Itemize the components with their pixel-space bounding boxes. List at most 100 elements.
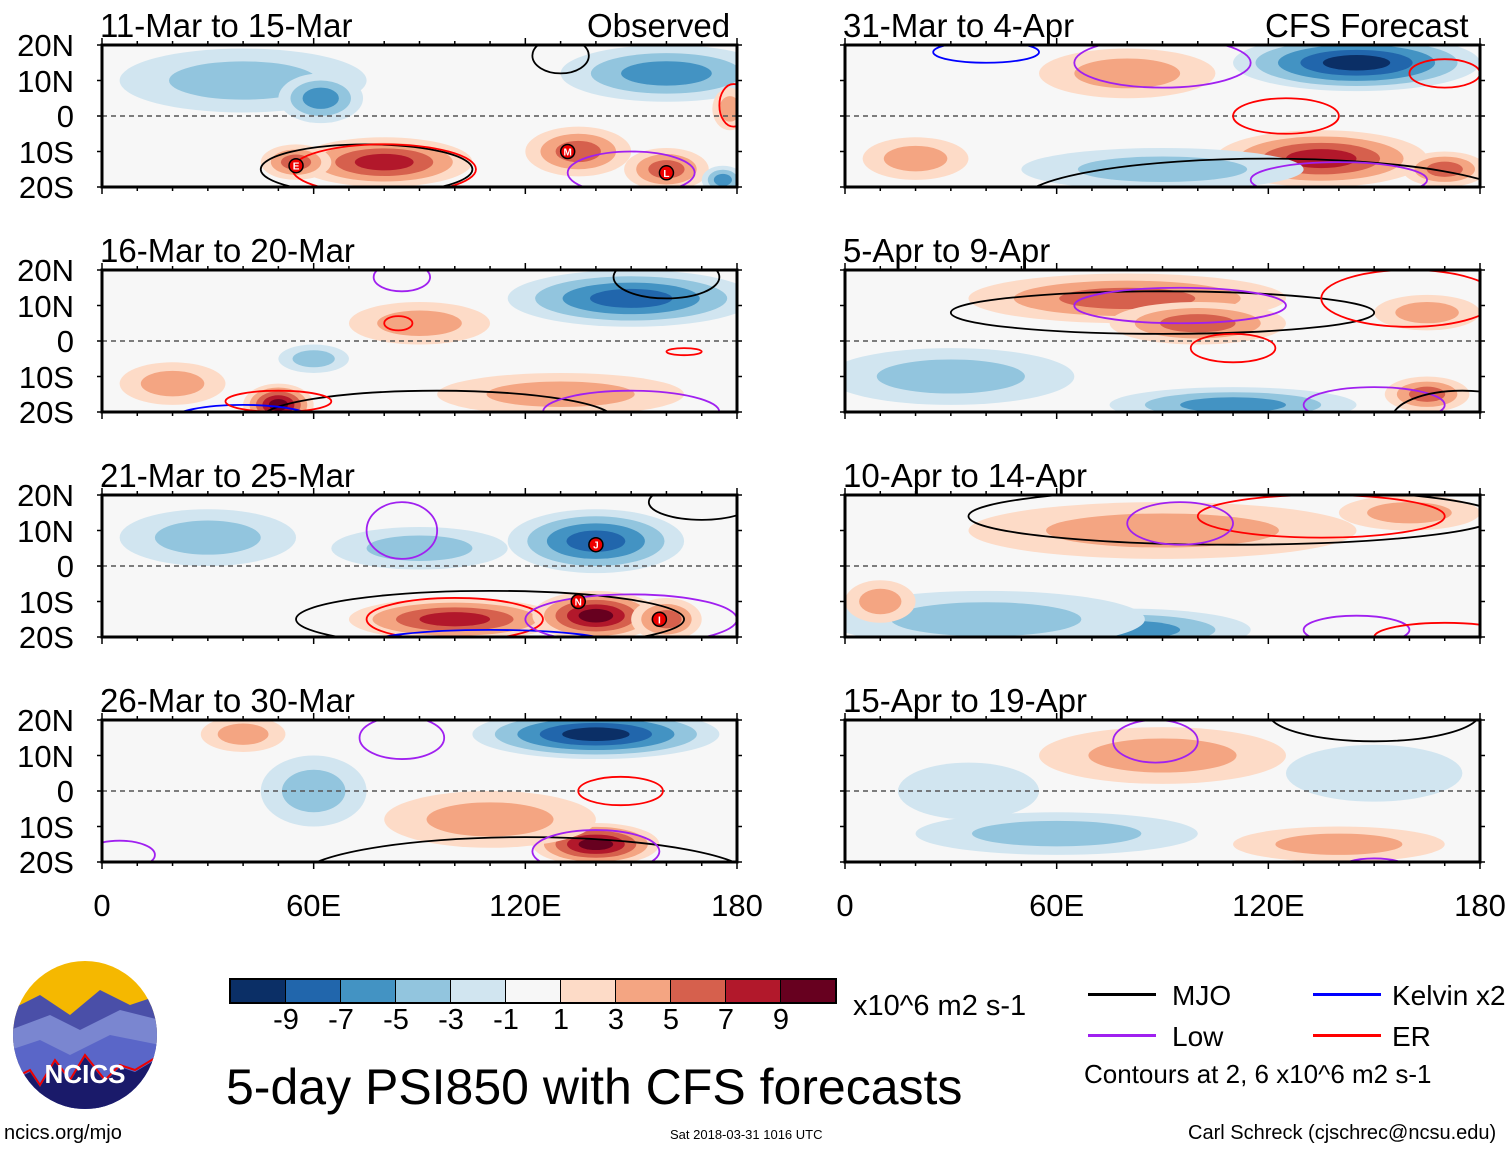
colorbar-swatch <box>396 980 451 1002</box>
storm-label: E <box>293 162 300 173</box>
mjo-contour <box>1033 157 1480 187</box>
mjo-contour <box>967 495 1480 546</box>
colorbar-swatch <box>506 980 561 1002</box>
lat-label: 0 <box>56 549 74 584</box>
positive-anomaly <box>578 838 614 851</box>
storm-label: J <box>593 541 599 552</box>
colorbar-swatch <box>286 980 341 1002</box>
timestamp: Sat 2018-03-31 1016 UTC <box>670 1127 823 1142</box>
low-contour <box>1073 286 1287 325</box>
colorbar-tick-label: -9 <box>273 1004 299 1036</box>
legend-er-line <box>1313 1034 1381 1037</box>
lat-label: 20S <box>18 620 74 655</box>
negative-anomaly <box>562 727 630 741</box>
er-contour <box>224 389 333 412</box>
colorbar-swatch <box>781 980 835 1002</box>
negative-anomaly <box>897 762 1040 820</box>
positive-anomaly <box>419 612 491 627</box>
lat-label: 20N <box>17 253 74 288</box>
map-panel <box>840 713 1485 869</box>
tropical-cyclone-icon: E <box>288 157 304 174</box>
mjo-contour <box>531 45 590 75</box>
lat-label: 10N <box>17 288 74 324</box>
low-contour <box>372 270 431 293</box>
lon-label: 120E <box>489 888 562 923</box>
legend-mjo-label: MJO <box>1172 980 1232 1011</box>
map-panel: J N I <box>97 488 742 644</box>
lon-label: 60E <box>286 888 342 923</box>
colorbar-swatch <box>451 980 506 1002</box>
low-contour <box>1345 857 1404 862</box>
legend-low-line <box>1088 1034 1156 1037</box>
lat-label: 0 <box>56 99 74 134</box>
low-contour <box>1073 45 1252 89</box>
negative-anomaly <box>1077 156 1248 183</box>
legend-kelvin-line <box>1313 993 1381 996</box>
lat-label: 20N <box>17 478 74 513</box>
kelvin-contour <box>179 404 307 412</box>
legend-low-label: Low <box>1172 1021 1224 1052</box>
colorbar-tick-label: 5 <box>662 1004 680 1036</box>
mjo-contour <box>1270 720 1478 743</box>
panel-title: 21-Mar to 25-Mar <box>100 457 355 494</box>
lat-label: 20N <box>17 28 74 63</box>
lon-label: 0 <box>836 888 854 923</box>
negative-anomaly <box>292 350 335 368</box>
lat-label: 20S <box>18 170 74 205</box>
lat-label: 20N <box>17 703 74 738</box>
lat-label: 10S <box>18 134 74 170</box>
lat-label: 20S <box>18 395 74 430</box>
negative-anomaly <box>876 359 1025 394</box>
colorbar-swatch <box>671 980 726 1002</box>
positive-anomaly <box>426 802 554 837</box>
tropical-cyclone-icon: N <box>570 593 586 610</box>
negative-anomaly <box>621 61 712 86</box>
mjo-contour <box>612 270 721 300</box>
contours-note: Contours at 2, 6 x10^6 m2 s-1 <box>1084 1059 1432 1089</box>
negative-anomaly <box>302 87 339 109</box>
colorbar-swatch <box>561 980 616 1002</box>
map-panel <box>840 38 1485 194</box>
positive-anomaly <box>377 310 462 337</box>
positive-anomaly <box>1046 513 1279 548</box>
lat-label: 20S <box>18 845 74 880</box>
lon-label: 180 <box>711 888 763 923</box>
positive-anomaly <box>883 145 948 172</box>
mjo-contour <box>1393 389 1480 412</box>
site-link[interactable]: ncics.org/mjo <box>4 1122 122 1144</box>
negative-anomaly <box>366 535 473 562</box>
colorbar-tick-label: -5 <box>383 1004 409 1036</box>
positive-anomaly <box>1074 58 1181 89</box>
mjo-contour <box>264 389 610 412</box>
low-contour <box>1112 720 1199 764</box>
lat-label: 0 <box>56 774 74 809</box>
low-contour <box>358 720 446 760</box>
low-contour <box>1249 161 1428 187</box>
tropical-cyclone-icon: L <box>658 165 675 181</box>
negative-anomaly <box>890 602 1082 637</box>
negative-anomaly <box>1180 397 1286 412</box>
panel-title: 31-Mar to 4-Apr <box>843 7 1075 44</box>
lat-label: 10N <box>17 513 74 549</box>
colorbar-tick-label: 9 <box>772 1004 790 1036</box>
lon-label: 60E <box>1029 888 1085 923</box>
lat-label: 10S <box>18 359 74 395</box>
storm-label: I <box>658 615 661 626</box>
er-contour <box>665 347 703 357</box>
legend-er-label: ER <box>1392 1021 1431 1052</box>
colorbar-swatch <box>231 980 286 1002</box>
er-contour <box>1373 621 1480 637</box>
er-contour <box>365 597 544 637</box>
units-label: x10^6 m2 s-1 <box>853 990 1027 1022</box>
low-contour <box>524 593 737 637</box>
svg-text:NCICS: NCICS <box>45 1059 126 1089</box>
author: Carl Schreck (cjschrec@ncsu.edu) <box>1188 1122 1497 1144</box>
panel-title: 11-Mar to 15-Mar <box>100 7 353 44</box>
storm-label: M <box>563 148 571 159</box>
colorbar-tick-label: -1 <box>493 1004 519 1036</box>
panel-title: 26-Mar to 30-Mar <box>100 682 355 719</box>
negative-anomaly <box>972 820 1142 847</box>
low-contour <box>1126 501 1234 546</box>
low-contour <box>1302 614 1411 637</box>
